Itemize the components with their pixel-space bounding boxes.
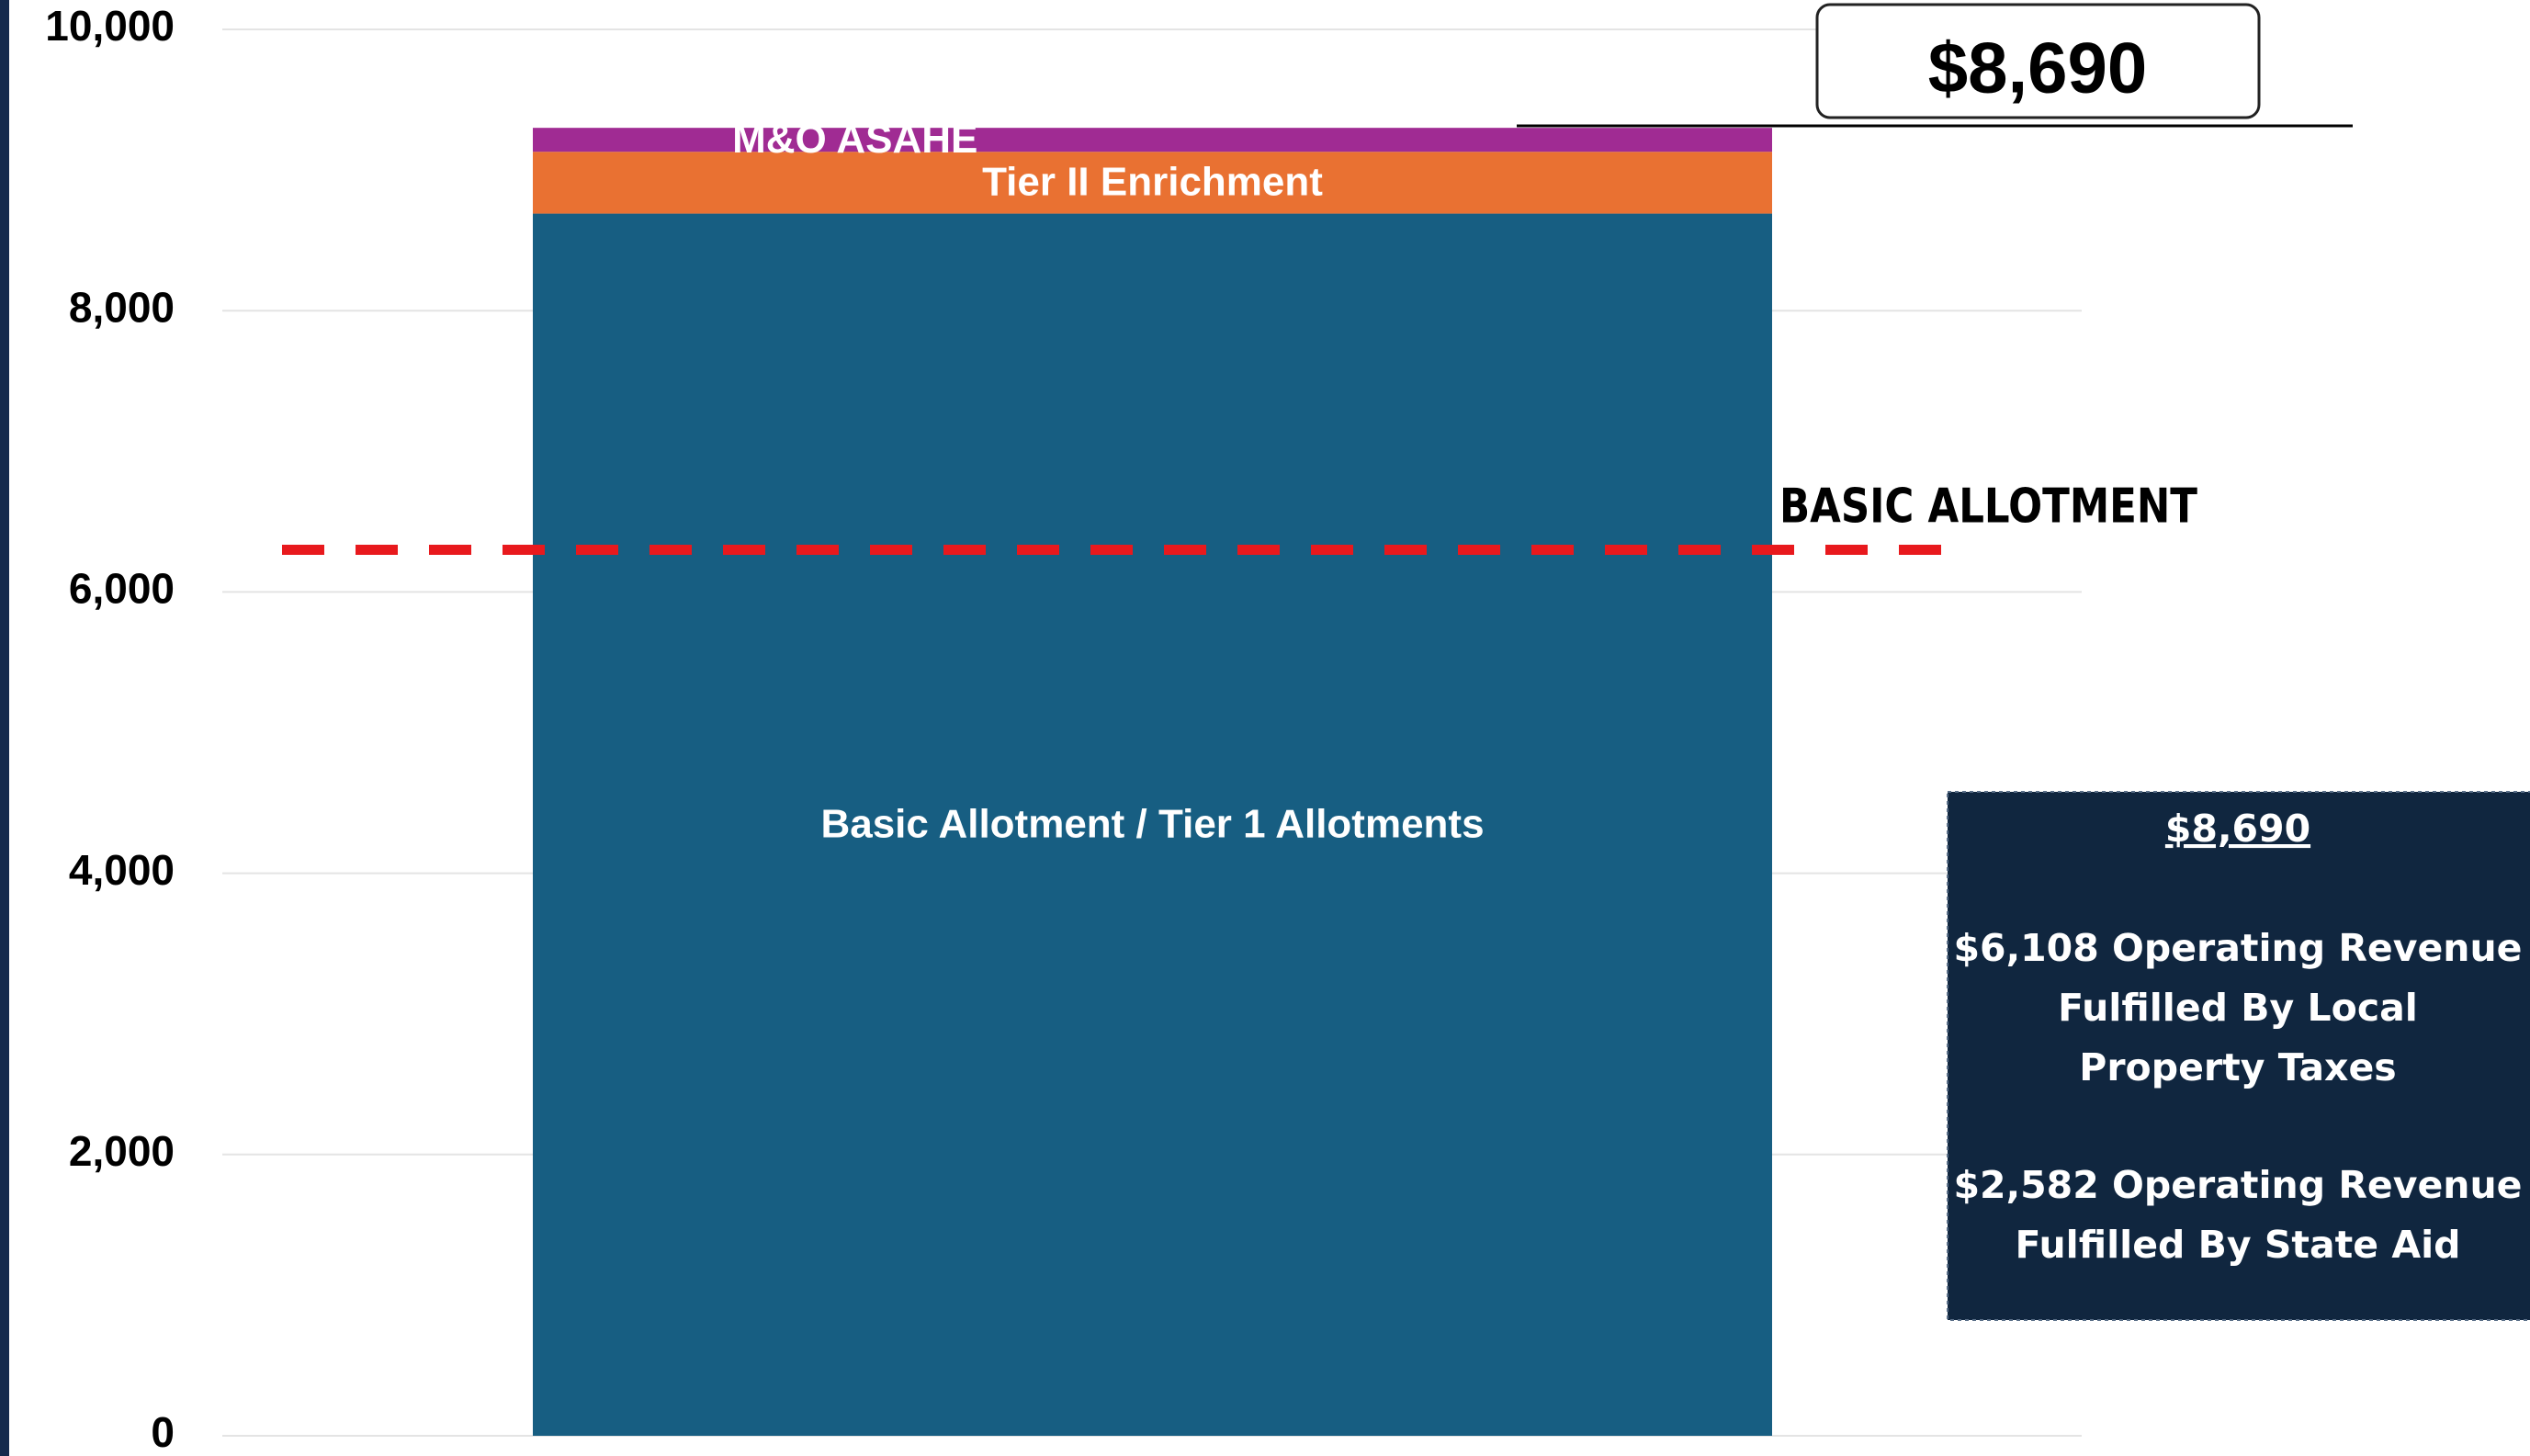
total-box xyxy=(1815,3,2261,119)
bars: Basic Allotment / Tier 1 Allotments Tier … xyxy=(533,117,1772,1436)
info-line: $6,108 Operating Revenue xyxy=(1954,926,2523,970)
info-line: Fulfilled By State Aid xyxy=(2016,1223,2461,1267)
info-box xyxy=(1947,791,2530,1321)
total-box-text: $8,690 xyxy=(1928,28,2148,108)
y-tick-label: 8,000 xyxy=(69,283,175,331)
y-tick-label: 4,000 xyxy=(69,846,175,894)
y-tick-label: 6,000 xyxy=(69,565,175,613)
segment-label: Basic Allotment / Tier 1 Allotments xyxy=(820,801,1484,846)
reference-label: BASIC ALLOTMENT xyxy=(1779,479,2197,534)
segment-label: M&O ASAHE xyxy=(732,117,977,162)
bar-segment xyxy=(533,213,1772,1436)
bar-segment xyxy=(533,152,1772,214)
left-stripe xyxy=(0,0,9,1456)
overlay: BASIC ALLOTMENT xyxy=(282,479,2197,555)
info-lines: $6,108 Operating Revenue Fulfilled By Loc… xyxy=(1954,926,2523,1267)
info-line: Property Taxes xyxy=(2079,1045,2396,1089)
info-line: Fulfilled By Local xyxy=(2058,986,2418,1030)
y-tick-label: 10,000 xyxy=(45,2,175,50)
info-title: $8,690 xyxy=(2165,807,2310,851)
info-line: $2,582 Operating Revenue xyxy=(1954,1163,2523,1207)
bar-segment xyxy=(533,128,1772,152)
y-tick-label: 0 xyxy=(151,1408,175,1456)
y-tick-label: 2,000 xyxy=(69,1127,175,1175)
segment-label: Tier II Enrichment xyxy=(982,160,1323,205)
